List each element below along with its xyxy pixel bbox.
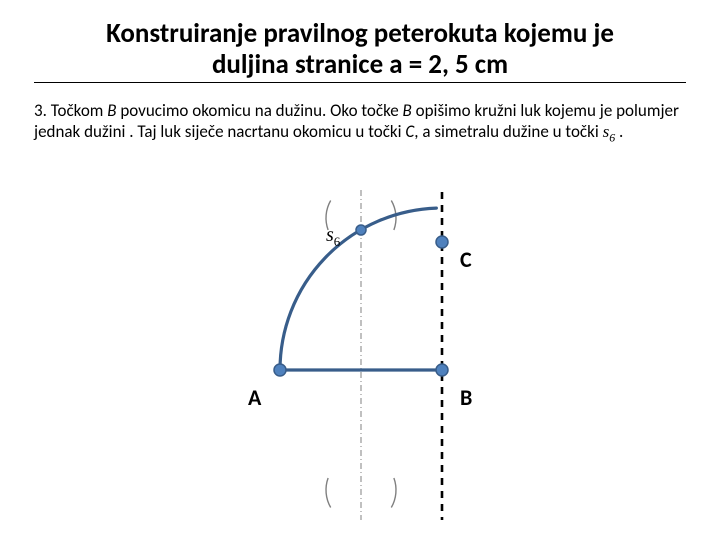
para-p1: 3. Točkom (34, 100, 107, 121)
page-title: Konstruiranje pravilnog peterokuta kojem… (34, 18, 686, 83)
para-p5: . (615, 121, 623, 142)
construction-diagram: A B C s6 (0, 190, 720, 530)
para-C1: C (405, 121, 414, 142)
label-A: A (248, 384, 261, 411)
step-paragraph: 3. Točkom B povucimo okomicu na dužinu. … (34, 100, 686, 146)
title-line2: duljina stranice a = 2, 5 cm (212, 48, 508, 81)
para-s6: s6 (603, 122, 616, 141)
para-p2: povucimo okomicu na dužinu. Oko točke (116, 100, 402, 121)
para-p4: , a simetralu dužine u točki (414, 121, 602, 142)
title-line1: Konstruiranje pravilnog peterokuta kojem… (106, 17, 614, 50)
label-S6: s6 (326, 224, 340, 250)
para-B2: B (403, 100, 412, 121)
label-C: C (460, 246, 472, 273)
diagram-svg (0, 190, 720, 530)
label-B: B (460, 384, 472, 411)
